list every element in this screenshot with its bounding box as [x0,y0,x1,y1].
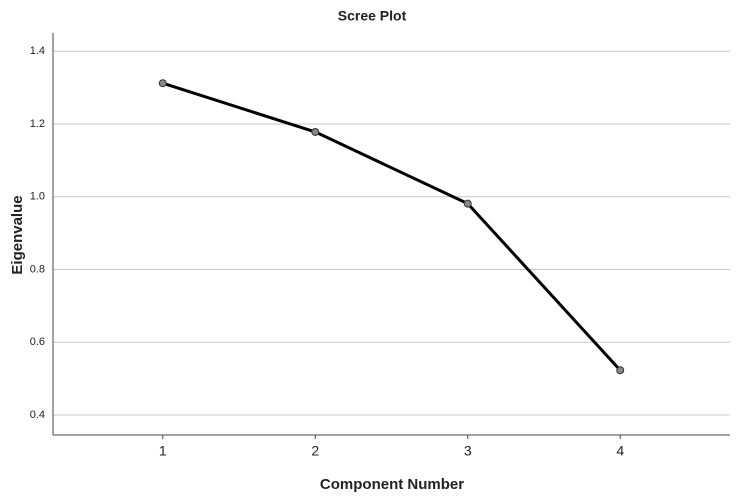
x-tick-label: 4 [616,443,624,459]
x-axis-label: Component Number [320,476,464,493]
x-tick-label: 3 [464,443,472,459]
data-point [311,127,320,136]
y-tick-label: 1.4 [30,45,45,57]
data-point [463,199,472,208]
data-line [162,81,622,372]
y-tick-label: 0.4 [30,409,45,421]
y-tick-label: 0.8 [30,263,45,275]
data-point [158,79,167,88]
data-point [616,366,625,375]
x-tick-label: 1 [159,443,167,459]
x-tick-label: 2 [311,443,319,459]
y-tick-label: 1.0 [30,191,45,203]
y-tick-label: 0.6 [30,336,45,348]
y-tick-label: 1.2 [30,118,45,130]
y-axis-label: Eigenvalue [9,195,26,274]
chart-title: Scree Plot [338,8,407,24]
